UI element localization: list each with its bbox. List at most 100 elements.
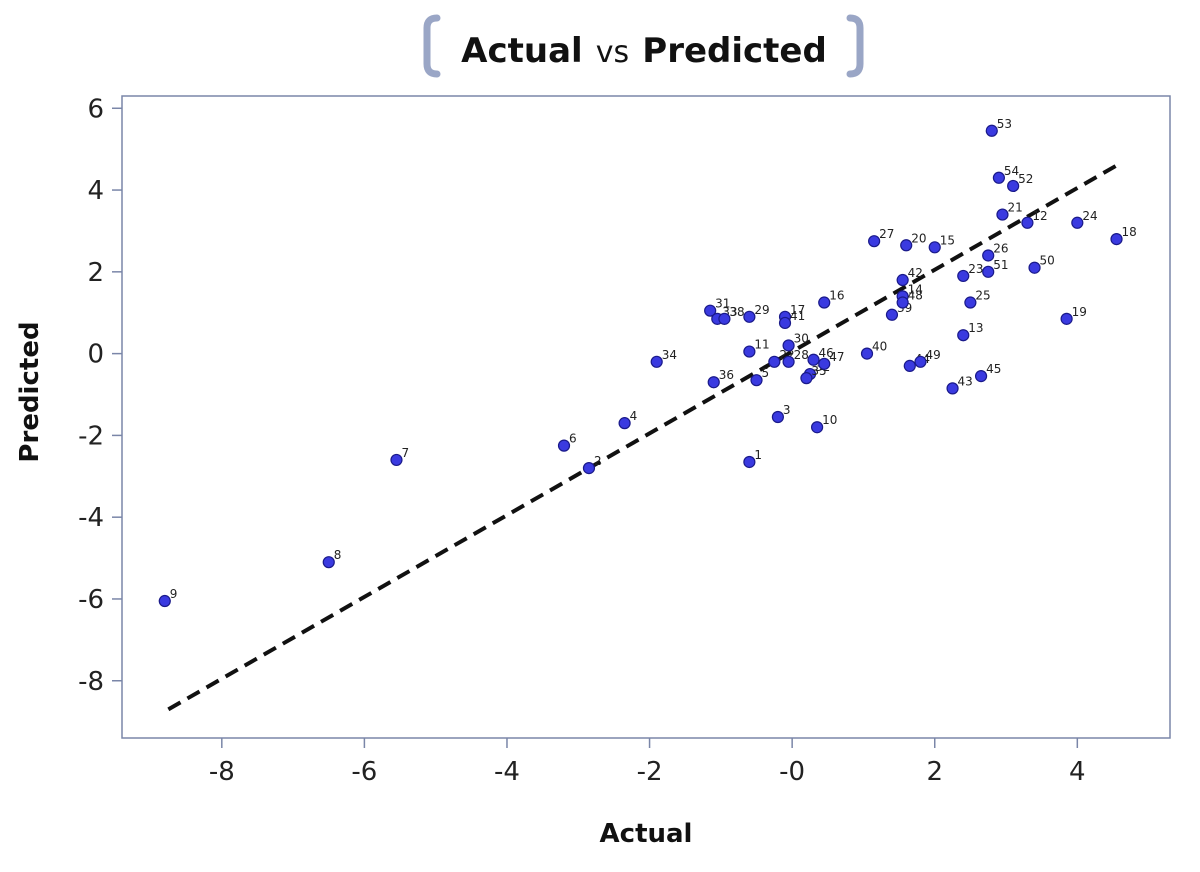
x-tick-label: -6 (351, 757, 377, 787)
data-point (743, 345, 756, 358)
y-tick-label: 0 (87, 340, 104, 370)
title-actual: Actual (461, 31, 583, 71)
data-point (782, 355, 795, 368)
point-label: 13 (968, 321, 983, 335)
x-tick-label: -8 (209, 757, 235, 787)
point-label: 26 (993, 241, 1008, 255)
point-label: 38 (729, 305, 744, 319)
data-point (860, 347, 874, 360)
data-point (1110, 233, 1123, 246)
point-label: 6 (569, 432, 577, 446)
data-point (1071, 216, 1084, 229)
data-point (964, 296, 977, 309)
point-label: 31 (715, 297, 730, 311)
point-label: 8 (334, 548, 342, 562)
data-point (903, 359, 916, 372)
data-point (818, 357, 831, 370)
point-label: 23 (968, 262, 983, 276)
x-tick-label: -0 (779, 757, 805, 787)
point-label: 12 (1032, 209, 1047, 223)
point-label: 11 (754, 338, 769, 352)
point-label: 27 (879, 227, 894, 241)
data-point (718, 312, 731, 325)
point-label: 1 (754, 448, 762, 462)
data-point (618, 417, 631, 430)
data-point (1007, 179, 1020, 193)
point-label: 47 (829, 350, 844, 364)
point-label: 34 (662, 348, 677, 362)
point-label: 40 (872, 340, 887, 354)
point-label: 42 (908, 266, 923, 280)
point-label: 52 (1018, 172, 1033, 186)
data-point (778, 316, 792, 330)
data-point (957, 269, 970, 283)
y-tick-label: 2 (87, 258, 104, 288)
data-point (650, 355, 663, 368)
x-tick-label: -4 (494, 757, 520, 787)
point-label: 15 (940, 233, 955, 247)
data-point (704, 304, 717, 317)
data-point (885, 308, 899, 321)
data-point (928, 241, 941, 254)
point-label: 48 (908, 289, 923, 303)
point-label: 28 (794, 348, 809, 362)
chart-title: Actual vs Predicted (423, 14, 864, 78)
x-tick-label: 4 (1069, 757, 1086, 787)
x-axis-title: Actual (600, 819, 693, 849)
data-point (946, 382, 959, 395)
point-label: 51 (993, 258, 1008, 272)
y-tick-label: -4 (78, 503, 104, 533)
data-point (322, 556, 335, 569)
data-point (800, 372, 813, 385)
point-label: 5 (762, 366, 770, 380)
title-predicted: Predicted (642, 31, 827, 71)
point-label: 20 (911, 231, 926, 245)
point-label: 16 (829, 289, 844, 303)
point-label: 18 (1122, 225, 1137, 239)
data-point (1021, 216, 1034, 229)
y-axis-title: Predicted (15, 321, 45, 462)
data-points: 1234567891011121314151617181920212223242… (158, 117, 1137, 608)
point-label: 7 (401, 446, 409, 460)
y-tick-label: 4 (87, 176, 104, 206)
data-point (896, 296, 909, 309)
data-point (707, 376, 720, 389)
y-tick-label: -2 (78, 421, 104, 451)
point-label: 53 (997, 117, 1012, 131)
point-label: 17 (790, 303, 805, 317)
data-point (743, 455, 756, 469)
data-point (782, 339, 795, 352)
point-label: 25 (975, 289, 990, 303)
title-left-bracket (423, 14, 441, 78)
x-tick-label: 2 (926, 757, 943, 787)
data-point (957, 329, 970, 342)
y-tick-label: -6 (78, 585, 104, 615)
data-point (982, 265, 995, 278)
x-tick-label: -2 (637, 757, 663, 787)
data-point (896, 273, 909, 287)
data-point (811, 421, 824, 434)
point-label: 43 (958, 374, 973, 388)
y-tick-label: 6 (87, 94, 104, 124)
data-point (914, 355, 927, 368)
point-label: 41 (790, 309, 805, 323)
plot-frame (121, 95, 1171, 739)
data-point (557, 439, 571, 452)
point-label: 19 (1072, 305, 1087, 319)
data-point (818, 296, 831, 309)
point-label: 54 (1004, 164, 1019, 178)
data-point (1060, 312, 1073, 325)
point-label: 49 (925, 348, 940, 362)
data-point (807, 353, 820, 366)
data-point (771, 410, 784, 424)
title-right-bracket (846, 14, 864, 78)
data-point (390, 453, 403, 467)
point-label: 21 (1007, 201, 1022, 215)
data-point (582, 462, 596, 475)
point-label: 10 (822, 413, 837, 427)
point-label: 14 (908, 282, 923, 296)
data-point (1028, 261, 1041, 274)
point-label: 46 (819, 346, 834, 360)
